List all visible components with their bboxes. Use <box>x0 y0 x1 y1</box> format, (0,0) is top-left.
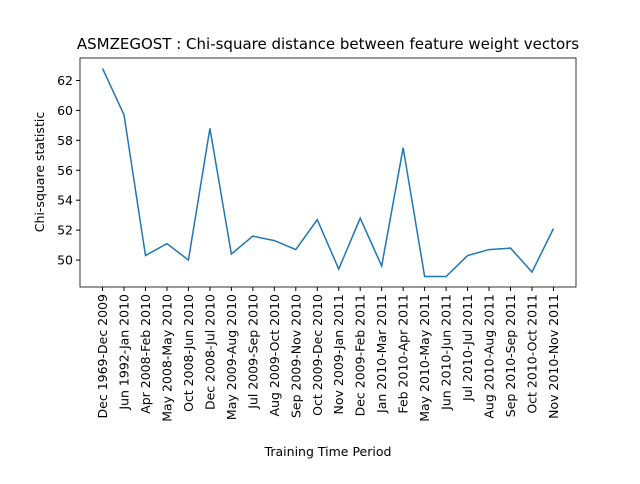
x-tick-label: Dec 2009-Feb 2011 <box>353 294 368 416</box>
x-tick-label: Oct 2008-Jun 2010 <box>181 294 196 412</box>
series-line <box>101 68 555 278</box>
y-tick-label: 54 <box>57 193 73 208</box>
x-tick-label: Feb 2010-Apr 2011 <box>396 294 411 414</box>
x-tick-label: Sep 2009-Nov 2010 <box>288 294 303 418</box>
x-tick-label: Dec 2008-Jul 2010 <box>202 294 217 410</box>
y-tick-label: 56 <box>57 163 73 178</box>
x-tick-label: Dec 1969-Dec 2009 <box>95 294 110 419</box>
y-tick-label: 58 <box>57 133 73 148</box>
x-tick-label: Oct 2009-Dec 2010 <box>310 294 325 416</box>
x-tick-label: Aug 2009-Oct 2010 <box>267 294 282 416</box>
y-tick-label: 62 <box>57 73 73 88</box>
y-tick-label: 50 <box>57 253 73 268</box>
plot-frame <box>79 57 577 288</box>
y-tick-label: 52 <box>57 223 73 238</box>
x-tick-label: Jun 1992-Jan 2010 <box>117 294 132 411</box>
x-tick-label: May 2010-May 2011 <box>417 294 432 422</box>
x-tick-label: Jun 2010-Jun 2011 <box>439 294 454 411</box>
y-tick-label: 60 <box>57 103 73 118</box>
x-tick-label: Jul 2009-Sep 2010 <box>245 294 260 410</box>
x-tick-label: Nov 2010-Nov 2011 <box>546 294 561 419</box>
x-tick-label: Aug 2010-Aug 2011 <box>482 294 497 419</box>
x-tick-label: Nov 2009-Jan 2011 <box>331 294 346 414</box>
x-tick-label: Apr 2008-Feb 2010 <box>138 294 153 414</box>
x-tick-label: Oct 2010-Oct 2011 <box>524 294 539 414</box>
chart-title: ASMZEGOST : Chi-square distance between … <box>77 35 579 53</box>
x-tick-label: Jan 2010-Mar 2011 <box>374 294 389 414</box>
x-tick-label: Jul 2010-Jul 2011 <box>460 294 475 402</box>
x-axis-label: Training Time Period <box>264 444 392 459</box>
y-axis-label: Chi-square statistic <box>32 112 47 233</box>
x-tick-label: Sep 2010-Sep 2011 <box>503 294 518 417</box>
x-tick-label: May 2008-May 2010 <box>159 294 174 422</box>
x-tick-label: May 2009-Aug 2010 <box>224 294 239 420</box>
